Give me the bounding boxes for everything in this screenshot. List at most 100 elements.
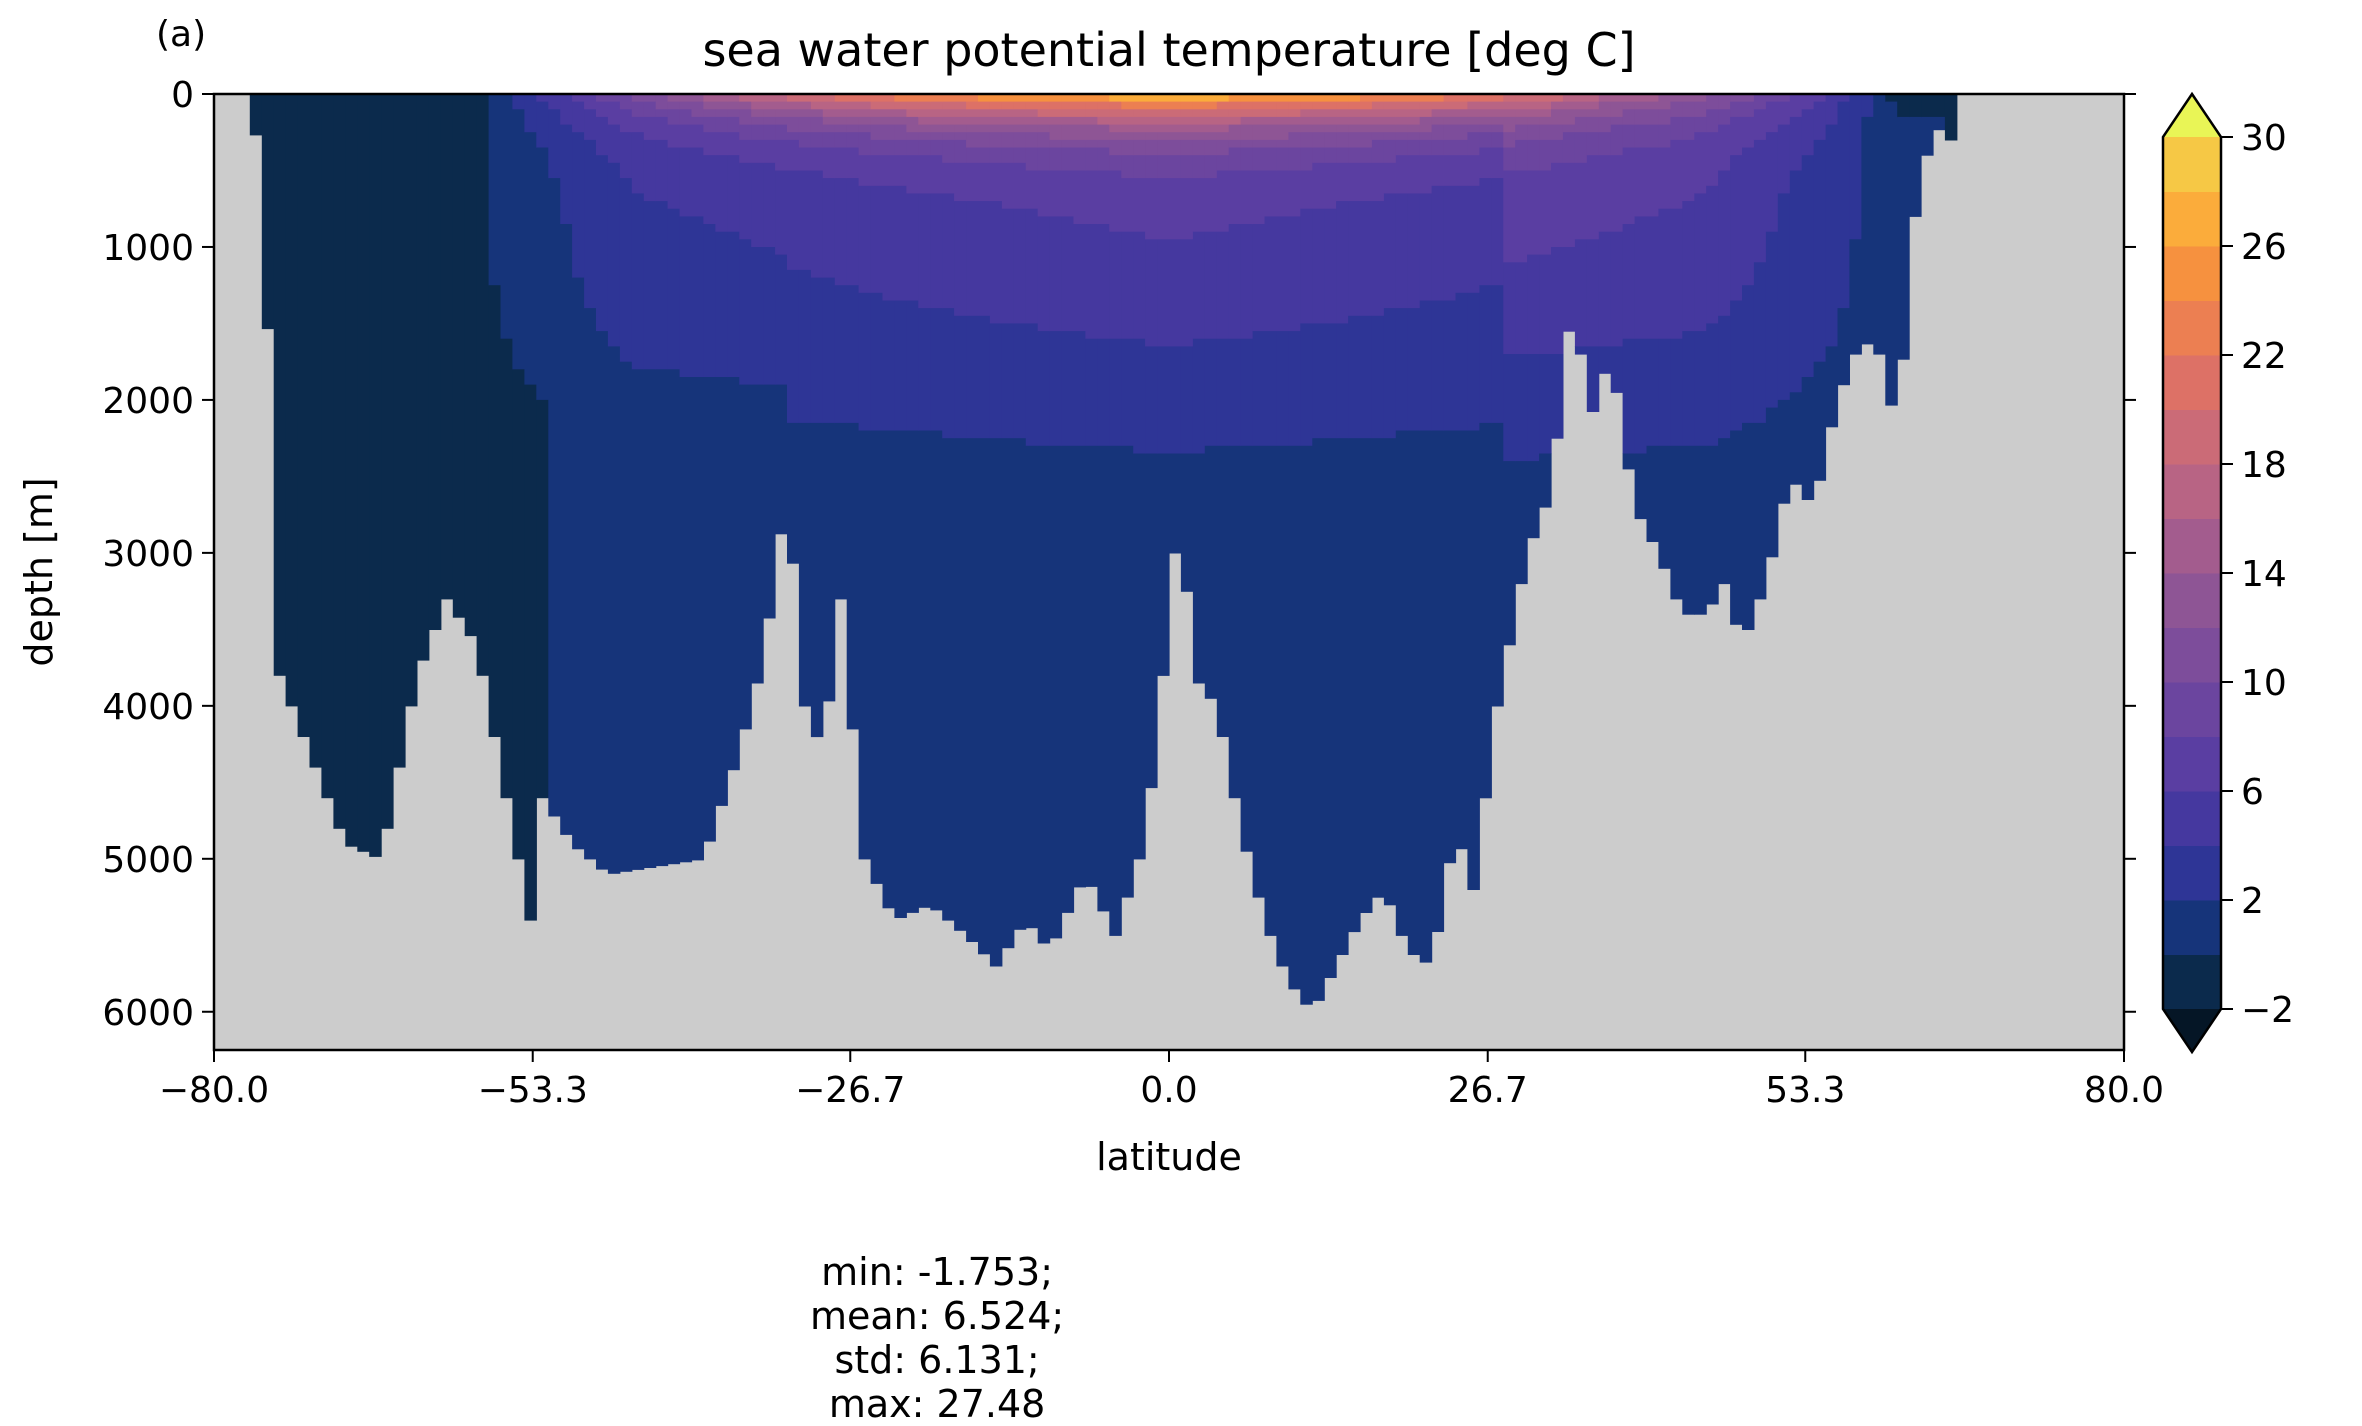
- stat-min: min: -1.753;: [821, 1250, 1053, 1294]
- temperature-cell: [822, 109, 836, 118]
- temperature-cell: [1216, 338, 1230, 447]
- temperature-cell: [1312, 116, 1325, 126]
- temperature-cell: [1395, 308, 1409, 432]
- temperature-cell: [1646, 101, 1659, 110]
- temperature-cell: [858, 292, 872, 432]
- temperature-cell: [1551, 124, 1564, 141]
- temperature-cell: [655, 369, 669, 867]
- temperature-cell: [679, 124, 693, 149]
- temperature-cell: [703, 377, 716, 842]
- temperature-cell: [1455, 109, 1468, 118]
- temperature-cell: [1240, 116, 1254, 126]
- temperature-cell: [1491, 124, 1504, 133]
- temperature-cell: [1049, 109, 1063, 118]
- temperature-cell: [643, 201, 657, 370]
- temperature-cell: [1467, 101, 1480, 110]
- temperature-cell: [1658, 147, 1671, 210]
- stat-max: max: 27.48: [828, 1382, 1046, 1426]
- temperature-cell: [1228, 224, 1242, 340]
- temperature-cell: [1252, 445, 1266, 898]
- temperature-cell: [1180, 139, 1194, 156]
- colorbar-segment: [2163, 682, 2221, 737]
- temperature-cell: [1133, 139, 1146, 156]
- temperature-cell: [607, 346, 621, 874]
- temperature-cell: [1073, 109, 1086, 118]
- temperature-cell: [989, 94, 1003, 103]
- temperature-cell: [1300, 147, 1313, 171]
- temperature-cell: [1061, 101, 1075, 110]
- temperature-cell: [1228, 109, 1242, 118]
- temperature-cell: [834, 116, 848, 126]
- temperature-cell: [1539, 124, 1552, 141]
- temperature-cell: [966, 147, 979, 164]
- temperature-cell: [942, 139, 955, 164]
- temperature-cell: [834, 147, 848, 179]
- temperature-cell: [1586, 101, 1600, 110]
- temperature-cell: [1360, 124, 1373, 133]
- temperature-cell: [989, 124, 1003, 133]
- temperature-cell: [1515, 94, 1528, 103]
- temperature-cell: [858, 124, 872, 133]
- temperature-cell: [1288, 109, 1301, 118]
- temperature-cell: [1360, 132, 1373, 149]
- temperature-cell: [560, 94, 573, 126]
- temperature-cell: [1360, 162, 1373, 202]
- y-tick-label: 6000: [102, 993, 194, 1034]
- temperature-cell: [1598, 231, 1612, 347]
- temperature-cell: [727, 101, 740, 110]
- temperature-cell: [942, 308, 955, 439]
- temperature-cell: [1706, 445, 1719, 605]
- temperature-cell: [1503, 354, 1516, 462]
- temperature-cell: [1371, 109, 1385, 118]
- temperature-cell: [1288, 116, 1301, 126]
- temperature-cell: [1180, 116, 1194, 126]
- temperature-cell: [1562, 247, 1576, 332]
- temperature-cell: [679, 147, 693, 217]
- temperature-cell: [906, 193, 919, 302]
- temperature-cell: [751, 101, 764, 110]
- temperature-cell: [464, 94, 478, 637]
- temperature-cell: [846, 124, 860, 133]
- temperature-cell: [822, 124, 836, 133]
- temperature-cell: [1742, 147, 1755, 286]
- temperature-cell: [1180, 132, 1194, 141]
- temperature-cell: [1479, 109, 1492, 118]
- temperature-cell: [691, 147, 704, 217]
- temperature-cell: [1121, 178, 1134, 233]
- temperature-cell: [1682, 331, 1695, 447]
- temperature-cell: [572, 94, 585, 103]
- temperature-cell: [1049, 116, 1063, 126]
- temperature-cell: [942, 116, 955, 126]
- temperature-cell: [1515, 116, 1528, 126]
- temperature-cell: [1240, 224, 1254, 340]
- temperature-cell: [882, 109, 895, 118]
- temperature-cell: [1646, 147, 1659, 217]
- temperature-cell: [1539, 170, 1552, 256]
- temperature-cell: [1419, 116, 1433, 133]
- temperature-cell: [1407, 116, 1421, 126]
- temperature-cell: [1145, 109, 1158, 118]
- temperature-cell: [1395, 132, 1409, 141]
- temperature-cell: [1360, 101, 1373, 110]
- temperature-cell: [1431, 109, 1445, 118]
- temperature-cell: [763, 139, 776, 164]
- temperature-cell: [798, 422, 812, 707]
- temperature-cell: [1348, 109, 1361, 118]
- temperature-cell: [858, 101, 872, 110]
- temperature-cell: [596, 331, 609, 870]
- temperature-cell: [1849, 94, 1862, 240]
- temperature-cell: [1121, 94, 1134, 103]
- temperature-cell: [1730, 116, 1743, 156]
- temperature-cell: [1682, 116, 1695, 141]
- temperature-cell: [1001, 101, 1015, 110]
- temperature-cell: [1610, 155, 1624, 233]
- temperature-cell: [1348, 101, 1361, 110]
- temperature-cell: [1145, 139, 1158, 156]
- temperature-cell: [775, 109, 788, 118]
- colorbar-segment: [2163, 137, 2221, 192]
- temperature-cell: [978, 315, 991, 439]
- temperature-cell: [1276, 139, 1289, 149]
- temperature-cell: [1049, 170, 1063, 217]
- temperature-cell: [810, 132, 824, 149]
- temperature-cell: [1312, 124, 1325, 133]
